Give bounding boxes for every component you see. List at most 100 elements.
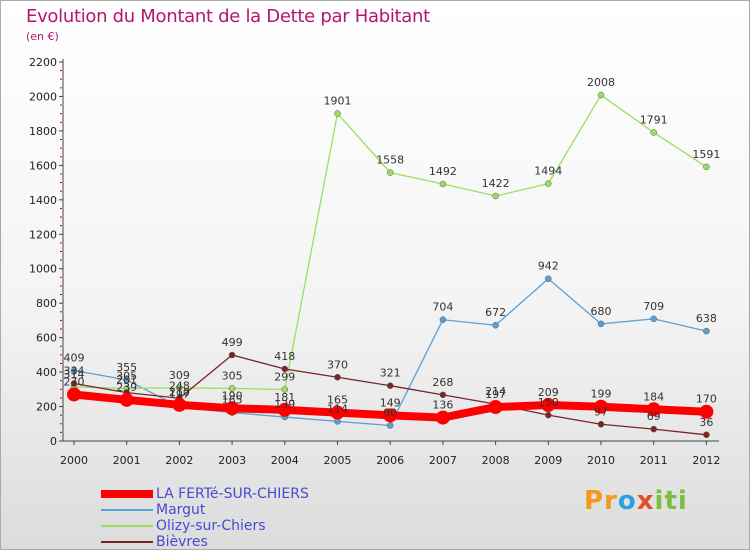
x-tick-label: 2001 bbox=[113, 454, 141, 467]
legend-swatch bbox=[101, 525, 153, 527]
data-label: 281 bbox=[116, 374, 137, 387]
data-point bbox=[439, 391, 447, 399]
data-label: 370 bbox=[327, 358, 348, 371]
x-tick-label: 2009 bbox=[534, 454, 562, 467]
x-tick-label: 2010 bbox=[587, 454, 615, 467]
y-tick-label: 600 bbox=[36, 332, 57, 345]
data-point bbox=[435, 410, 450, 425]
data-label: 638 bbox=[696, 312, 717, 325]
legend-label: Olizy-sur-Chiers bbox=[156, 518, 266, 534]
data-label: 210 bbox=[169, 386, 190, 399]
data-label: 36 bbox=[699, 416, 713, 429]
data-label: 197 bbox=[169, 388, 190, 401]
data-label: 268 bbox=[432, 376, 453, 389]
data-point bbox=[699, 404, 714, 419]
data-point bbox=[386, 382, 394, 389]
data-label: 334 bbox=[64, 364, 85, 377]
y-tick-label: 800 bbox=[36, 297, 57, 310]
x-tick-label: 2000 bbox=[60, 454, 88, 467]
data-label: 1422 bbox=[482, 177, 510, 190]
data-label: 1494 bbox=[534, 165, 562, 178]
data-point bbox=[545, 275, 552, 282]
data-label: 97 bbox=[594, 405, 608, 418]
x-tick-label: 2005 bbox=[324, 454, 352, 467]
series-line bbox=[73, 94, 708, 391]
x-tick-label: 2012 bbox=[692, 454, 720, 467]
data-label: 197 bbox=[485, 388, 506, 401]
y-tick-label: 400 bbox=[36, 366, 57, 379]
data-point bbox=[67, 387, 81, 402]
data-label: 1492 bbox=[429, 165, 457, 178]
data-point bbox=[123, 376, 130, 384]
data-point bbox=[492, 192, 499, 200]
x-tick-label: 2007 bbox=[429, 454, 457, 467]
data-label: 2008 bbox=[587, 76, 615, 89]
data-label: 184 bbox=[643, 390, 664, 403]
data-label: 181 bbox=[274, 391, 295, 404]
legend-swatch bbox=[101, 490, 153, 498]
data-label: 680 bbox=[591, 305, 612, 318]
y-tick-label: 0 bbox=[50, 435, 57, 448]
x-tick-label: 2011 bbox=[640, 454, 668, 467]
y-tick-label: 1400 bbox=[29, 194, 57, 207]
data-point bbox=[172, 397, 187, 412]
data-label: 209 bbox=[538, 386, 559, 399]
data-label: 150 bbox=[538, 396, 559, 409]
x-tick-label: 2002 bbox=[165, 454, 193, 467]
legend-label: Bièvres bbox=[156, 534, 208, 550]
data-label: 136 bbox=[432, 399, 453, 412]
y-tick-label: 2200 bbox=[29, 56, 57, 69]
data-point bbox=[597, 320, 605, 328]
data-label: 248 bbox=[169, 379, 190, 392]
y-tick-label: 1800 bbox=[29, 125, 57, 138]
data-point bbox=[281, 365, 289, 373]
data-label: 1791 bbox=[640, 113, 668, 126]
legend-swatch bbox=[101, 509, 153, 511]
data-point bbox=[70, 367, 78, 374]
legend-swatch bbox=[101, 541, 153, 543]
y-tick-label: 200 bbox=[36, 401, 57, 414]
data-label: 704 bbox=[432, 301, 453, 314]
data-label: 139 bbox=[274, 398, 295, 411]
proxiti-logo: Proxiti bbox=[584, 486, 688, 516]
data-point bbox=[281, 386, 289, 393]
data-label: 1901 bbox=[324, 95, 352, 108]
data-label: 270 bbox=[64, 375, 85, 388]
y-tick-label: 2000 bbox=[29, 90, 57, 103]
data-point bbox=[439, 180, 447, 188]
data-label: 239 bbox=[116, 381, 137, 394]
data-label: 305 bbox=[116, 369, 137, 382]
data-point bbox=[541, 397, 556, 412]
data-point bbox=[386, 422, 394, 429]
data-label: 1591 bbox=[692, 148, 720, 161]
data-label: 165 bbox=[327, 394, 348, 407]
x-tick-label: 2006 bbox=[376, 454, 404, 467]
data-label: 149 bbox=[380, 396, 401, 409]
data-point bbox=[277, 402, 292, 417]
data-point bbox=[334, 374, 341, 381]
data-label: 305 bbox=[222, 369, 243, 382]
y-tick-label: 1200 bbox=[29, 228, 57, 241]
data-label: 90 bbox=[383, 406, 397, 419]
x-tick-label: 2008 bbox=[482, 454, 510, 467]
data-label: 170 bbox=[696, 393, 717, 406]
data-label: 672 bbox=[485, 306, 506, 319]
data-point bbox=[703, 163, 710, 171]
data-point bbox=[488, 400, 503, 415]
x-tick-label: 2003 bbox=[218, 454, 246, 467]
chart-unit-label: (en €) bbox=[26, 30, 59, 43]
data-label: 314 bbox=[64, 368, 85, 381]
data-point bbox=[594, 399, 608, 414]
data-point bbox=[330, 405, 345, 420]
data-label: 942 bbox=[538, 260, 559, 273]
data-point bbox=[228, 351, 236, 359]
data-label: 709 bbox=[643, 300, 664, 313]
data-point bbox=[119, 392, 134, 407]
data-point bbox=[545, 180, 552, 187]
data-label: 114 bbox=[327, 402, 348, 415]
data-point bbox=[386, 169, 394, 176]
data-label: 199 bbox=[591, 388, 612, 401]
data-label: 418 bbox=[274, 350, 295, 363]
